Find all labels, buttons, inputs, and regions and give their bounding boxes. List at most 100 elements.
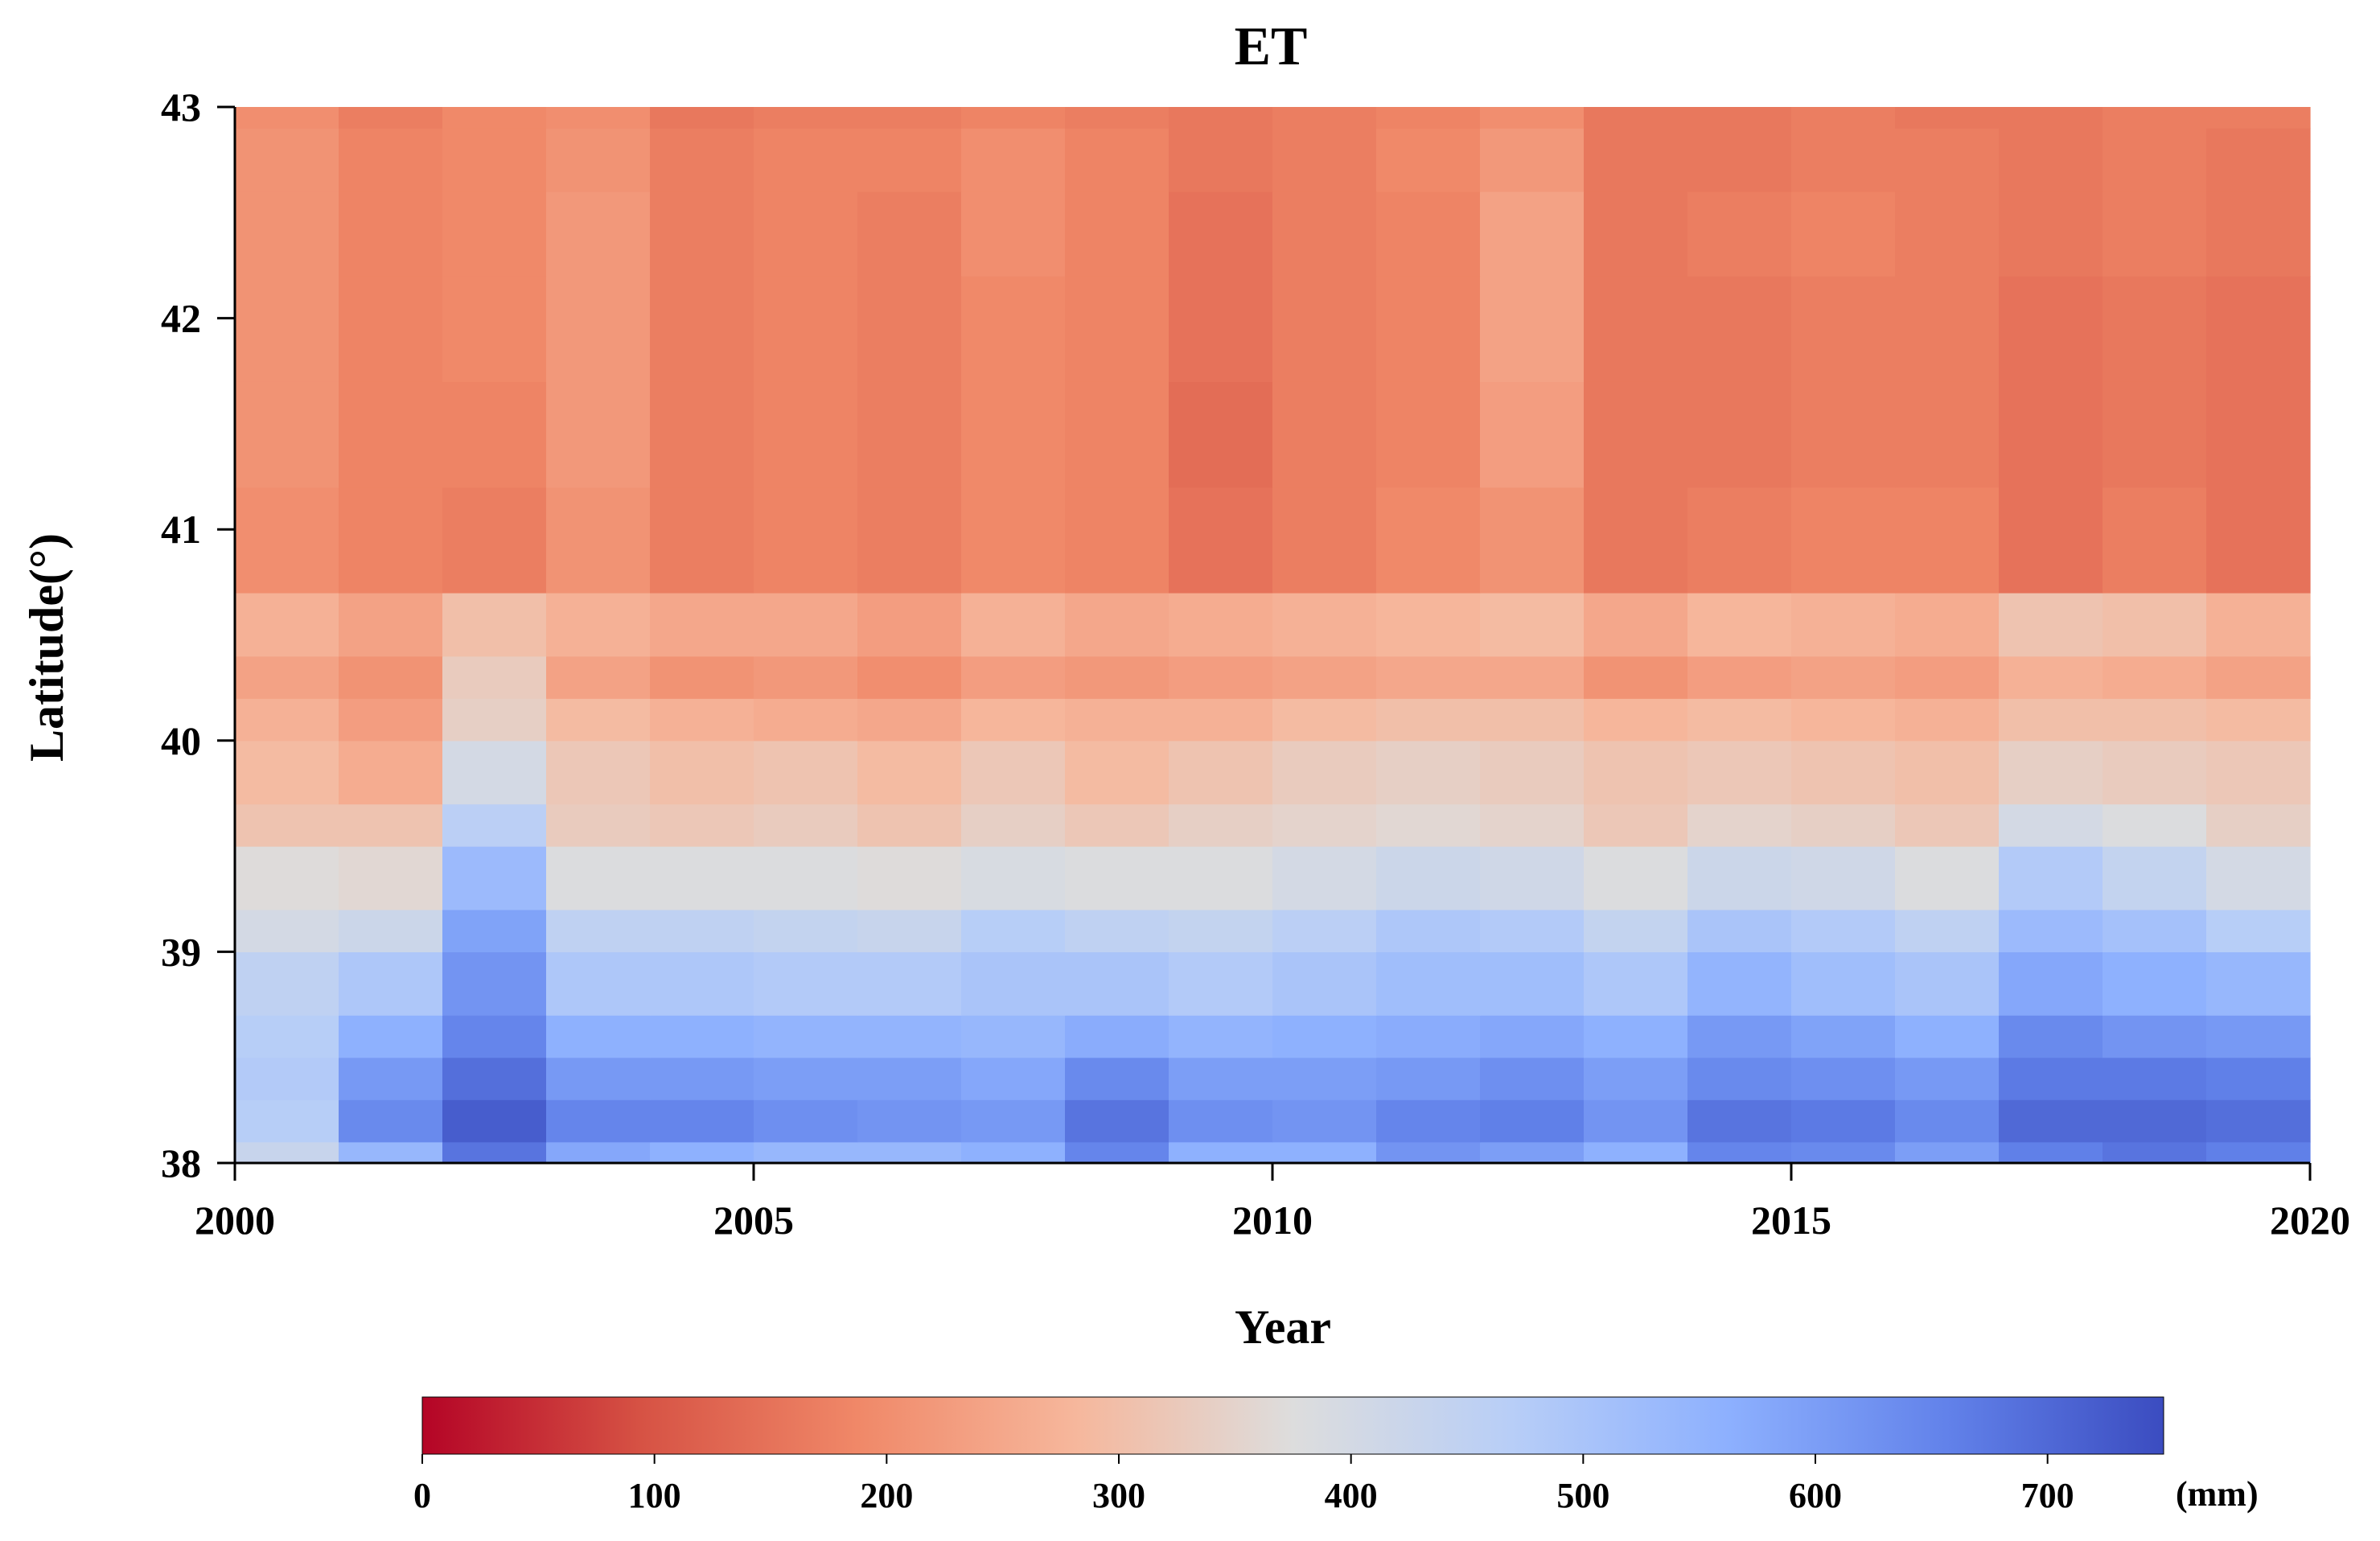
heatmap-cell xyxy=(1791,1099,1896,1143)
heatmap-cell xyxy=(1791,487,1896,594)
heatmap-cell xyxy=(546,846,651,910)
heatmap-cell xyxy=(546,740,651,805)
heatmap-cell xyxy=(1791,1057,1896,1100)
heatmap-cell xyxy=(1065,1099,1169,1143)
heatmap-cell xyxy=(1169,655,1273,699)
heatmap-cell xyxy=(1376,1099,1481,1143)
heatmap-cell xyxy=(1791,803,1896,847)
heatmap-cell xyxy=(235,191,339,277)
heatmap-cell xyxy=(1065,487,1169,594)
heatmap-cell xyxy=(1687,655,1792,699)
heatmap-cell xyxy=(1480,951,1585,1016)
colorbar-tick-label: 300 xyxy=(1092,1476,1145,1515)
heatmap-cell xyxy=(1272,655,1377,699)
heatmap-cell xyxy=(546,803,651,847)
heatmap-cell xyxy=(1687,191,1792,277)
heatmap-cell xyxy=(754,1015,858,1058)
heatmap-cell xyxy=(961,803,1066,847)
heatmap-cell xyxy=(1895,803,2000,847)
heatmap-cell xyxy=(650,803,754,847)
heatmap-cell xyxy=(650,846,754,910)
heatmap-cell xyxy=(754,698,858,742)
heatmap-cell xyxy=(857,1141,962,1164)
heatmap-cell xyxy=(961,846,1066,910)
heatmap-cell xyxy=(1480,803,1585,847)
heatmap-cell xyxy=(1791,698,1896,742)
heatmap-cell xyxy=(1895,1099,2000,1143)
heatmap-cell xyxy=(442,951,547,1016)
heatmap-cell xyxy=(2206,128,2311,192)
heatmap-cell xyxy=(235,1057,339,1100)
heatmap-cell xyxy=(2103,487,2207,594)
heatmap-cell xyxy=(1584,740,1688,805)
heatmap-cell xyxy=(2103,1057,2207,1100)
heatmap-cell xyxy=(961,740,1066,805)
heatmap-cell xyxy=(1169,381,1273,488)
heatmap-cell xyxy=(1584,846,1688,910)
heatmap-cell xyxy=(1272,592,1377,657)
heatmap-cell xyxy=(1687,381,1792,488)
heatmap-cell xyxy=(754,107,858,129)
heatmap-cell xyxy=(1999,846,2103,910)
heatmap-cell xyxy=(961,951,1066,1016)
heatmap-cell xyxy=(339,1141,443,1164)
heatmap-cell xyxy=(1687,128,1792,192)
heatmap-cell xyxy=(339,1015,443,1058)
y-tick-label: 39 xyxy=(161,929,201,974)
heatmap-cell xyxy=(1584,1099,1688,1143)
heatmap-cell xyxy=(546,698,651,742)
colorbar-gradient xyxy=(421,1396,2164,1455)
heatmap-cell xyxy=(1065,909,1169,952)
heatmap-cell xyxy=(1169,1057,1273,1100)
heatmap-cell xyxy=(1065,951,1169,1016)
heatmap-cell xyxy=(2103,951,2207,1016)
heatmap-cell xyxy=(442,740,547,805)
heatmap-cell xyxy=(650,128,754,192)
heatmap-cell xyxy=(650,1015,754,1058)
y-tick-label: 42 xyxy=(161,296,201,341)
heatmap-cell xyxy=(442,107,547,129)
heatmap-cell xyxy=(1791,191,1896,277)
heatmap-cell xyxy=(1480,740,1585,805)
heatmap-cell xyxy=(1065,191,1169,277)
heatmap-cell xyxy=(1895,698,2000,742)
heatmap-cell xyxy=(1376,107,1481,129)
heatmap-cell xyxy=(1169,740,1273,805)
heatmap-cell xyxy=(1480,1099,1585,1143)
heatmap-cell xyxy=(546,276,651,382)
heatmap-cell xyxy=(442,487,547,594)
heatmap-cell xyxy=(1376,846,1481,910)
heatmap-cell xyxy=(1272,740,1377,805)
heatmap-cell xyxy=(2103,803,2207,847)
heatmap-cell xyxy=(1480,1015,1585,1058)
heatmap-cell xyxy=(2206,592,2311,657)
heatmap-cell xyxy=(1376,1141,1481,1164)
heatmap-cell xyxy=(442,846,547,910)
heatmap-cell xyxy=(1895,846,2000,910)
heatmap-cell xyxy=(2206,1015,2311,1058)
heatmap-cell xyxy=(1791,128,1896,192)
heatmap-cell xyxy=(754,191,858,277)
heatmap-cell xyxy=(1584,951,1688,1016)
heatmap-cell xyxy=(546,107,651,129)
heatmap-cell xyxy=(235,487,339,594)
heatmap-cell xyxy=(1687,1057,1792,1100)
heatmap-cell xyxy=(961,1099,1066,1143)
heatmap-cell xyxy=(650,655,754,699)
heatmap-cell xyxy=(1169,276,1273,382)
y-tick-label: 40 xyxy=(161,718,201,763)
heatmap-cell xyxy=(650,1099,754,1143)
heatmap-cell xyxy=(1584,107,1688,129)
heatmap-cell xyxy=(339,740,443,805)
heatmap-cell xyxy=(235,107,339,129)
heatmap-cell xyxy=(2206,191,2311,277)
heatmap-cell xyxy=(1065,592,1169,657)
heatmap-cell xyxy=(1376,381,1481,488)
heatmap-cell xyxy=(2206,487,2311,594)
heatmap-cell xyxy=(1687,107,1792,129)
heatmap-cell xyxy=(961,487,1066,594)
heatmap-cell xyxy=(857,592,962,657)
heatmap-cell xyxy=(1999,655,2103,699)
heatmap-cell xyxy=(1895,1015,2000,1058)
heatmap-cell xyxy=(754,909,858,952)
